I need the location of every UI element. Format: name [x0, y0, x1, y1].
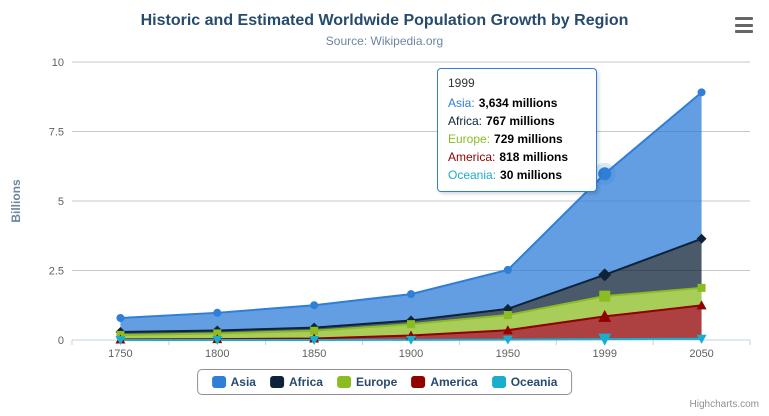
legend-label: Africa — [288, 375, 323, 389]
svg-text:1850: 1850 — [302, 348, 326, 360]
legend-item-asia[interactable]: Asia — [211, 375, 256, 389]
svg-text:1950: 1950 — [496, 348, 520, 360]
tooltip-series-name: Asia: — [448, 96, 475, 110]
tooltip-series-name: America: — [448, 150, 496, 164]
tooltip-row: Asia: 3,634 millions — [448, 94, 586, 112]
highcharts-credits-link[interactable]: Highcharts.com — [689, 399, 759, 410]
svg-text:5: 5 — [58, 196, 64, 208]
hamburger-menu-icon[interactable] — [731, 14, 757, 36]
legend-swatch-oceania — [491, 376, 506, 388]
tooltip-value: 767 millions — [486, 114, 555, 128]
tooltip-row: Oceania: 30 millions — [448, 166, 586, 184]
svg-text:2.5: 2.5 — [49, 266, 64, 278]
legend-label: America — [430, 375, 478, 389]
y-axis-title: Billions — [9, 179, 23, 223]
chart-title: Historic and Estimated Worldwide Populat… — [140, 12, 629, 29]
svg-text:1800: 1800 — [205, 348, 229, 360]
series-america-area[interactable] — [120, 305, 702, 340]
legend-item-europe[interactable]: Europe — [336, 375, 398, 389]
tooltip-row: Europe: 729 millions — [448, 130, 586, 148]
series-markers[interactable] — [115, 88, 707, 346]
legend-swatch-asia — [211, 376, 226, 388]
legend-item-africa[interactable]: Africa — [269, 375, 323, 389]
legend-label: Asia — [230, 375, 256, 389]
legend-swatch-america — [411, 376, 426, 388]
legend-item-america[interactable]: America — [411, 375, 478, 389]
hamburger-bar — [735, 23, 753, 27]
svg-text:1999: 1999 — [592, 348, 616, 360]
legend: Asia Africa Europe America Oceania — [196, 369, 573, 395]
svg-text:2050: 2050 — [689, 348, 713, 360]
svg-text:0: 0 — [58, 335, 64, 347]
tooltip: 1999 Asia: 3,634 millions Africa: 767 mill… — [437, 68, 597, 192]
tooltip-series-name: Europe: — [448, 132, 491, 146]
tooltip-row: America: 818 millions — [448, 148, 586, 166]
tooltip-header: 1999 — [448, 76, 475, 90]
svg-text:1900: 1900 — [399, 348, 423, 360]
tooltip-value: 3,634 millions — [478, 96, 558, 110]
svg-text:7.5: 7.5 — [49, 127, 64, 139]
tooltip-series-name: Oceania: — [448, 168, 497, 182]
legend-label: Oceania — [510, 375, 558, 389]
series-africa-area[interactable] — [120, 238, 702, 335]
series-asia-area[interactable] — [120, 92, 702, 332]
tooltip-row: Africa: 767 millions — [448, 112, 586, 130]
svg-text:1750: 1750 — [108, 348, 132, 360]
hamburger-bar — [735, 30, 753, 33]
legend-swatch-africa — [269, 376, 284, 388]
tooltip-series-name: Africa: — [448, 114, 483, 128]
legend-label: Europe — [355, 375, 398, 389]
legend-item-oceania[interactable]: Oceania — [491, 375, 558, 389]
svg-text:10: 10 — [52, 57, 64, 69]
tooltip-value: 30 millions — [500, 168, 563, 182]
tooltip-value: 729 millions — [494, 132, 563, 146]
legend-swatch-europe — [336, 376, 351, 388]
tooltip-value: 818 millions — [499, 150, 569, 164]
chart-subtitle: Source: Wikipedia.org — [325, 34, 444, 48]
hamburger-bar — [735, 17, 753, 20]
